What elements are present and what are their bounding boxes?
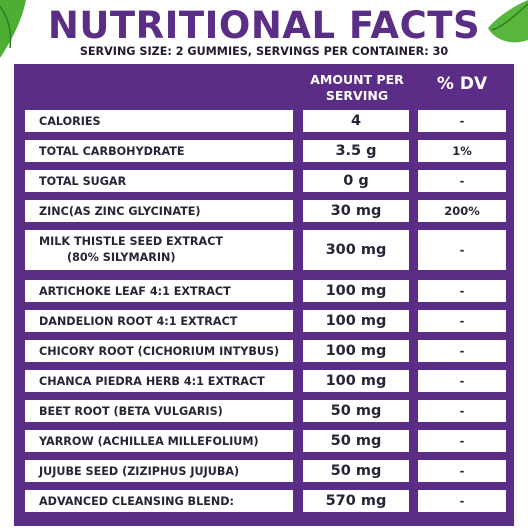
serving-info: SERVING SIZE: 2 GUMMIES, SERVINGS PER CO… bbox=[79, 45, 449, 58]
table-row: TOTAL SUGAR 0 g- bbox=[14, 170, 514, 192]
amount-per-serving: 100 mg bbox=[303, 340, 409, 362]
amount-per-serving: 50 mg bbox=[303, 460, 409, 482]
daily-value: - bbox=[418, 460, 506, 482]
daily-value-header: % DV bbox=[436, 74, 488, 94]
table-row: CALORIES 4- bbox=[14, 110, 514, 132]
amount-per-serving: 570 mg bbox=[303, 490, 409, 512]
amount-header-line-2: SERVING bbox=[325, 88, 389, 103]
table-row: CHICORY ROOT (CICHORIUM INTYBUS) 100 mg - bbox=[14, 340, 514, 362]
daily-value: - bbox=[418, 340, 506, 362]
amount-per-serving: 100 mg bbox=[303, 370, 409, 392]
table-row: ARTICHOKE LEAF 4:1 EXTRACT 100 mg - bbox=[14, 280, 514, 302]
nutrient-name: YARROW (ACHILLEA MILLEFOLIUM) bbox=[25, 430, 293, 452]
daily-value: 1% bbox=[418, 140, 506, 162]
nutrient-name: ADVANCED CLEANSING BLEND: bbox=[25, 490, 293, 512]
amount-per-serving: 300 mg bbox=[303, 230, 409, 270]
amount-per-serving: 50 mg bbox=[303, 430, 409, 452]
nutrient-name: CHICORY ROOT (CICHORIUM INTYBUS) bbox=[25, 340, 293, 362]
daily-value: - bbox=[418, 170, 506, 192]
daily-value: - bbox=[418, 110, 506, 132]
daily-value: - bbox=[418, 430, 506, 452]
daily-value: - bbox=[418, 230, 506, 270]
daily-value: - bbox=[418, 400, 506, 422]
table-row: TOTAL CARBOHYDRATE 3.5 g 1% bbox=[14, 140, 514, 162]
leaf-decoration-left bbox=[0, 0, 26, 58]
nutrient-name: JUJUBE SEED (ZIZIPHUS JUJUBA) bbox=[25, 460, 293, 482]
table-row: ZINC(AS ZINC GLYCINATE) 30 mg 200% bbox=[14, 200, 514, 222]
page-title: NUTRITIONAL FACTS bbox=[47, 4, 481, 47]
nutrient-name: BEET ROOT (BETA VULGARIS) bbox=[25, 400, 293, 422]
nutrient-name: CALORIES bbox=[25, 110, 293, 132]
nutrient-name: TOTAL CARBOHYDRATE bbox=[25, 140, 293, 162]
table-row: DANDELION ROOT 4:1 EXTRACT 100 mg - bbox=[14, 310, 514, 332]
amount-per-serving: 3.5 g bbox=[303, 140, 409, 162]
leaf-decoration-right bbox=[488, 0, 528, 43]
nutrient-name: CHANCA PIEDRA HERB 4:1 EXTRACT bbox=[25, 370, 293, 392]
daily-value: - bbox=[418, 310, 506, 332]
amount-per-serving: 4 bbox=[303, 110, 409, 132]
table-row: BEET ROOT (BETA VULGARIS) 50 mg - bbox=[14, 400, 514, 422]
daily-value: - bbox=[418, 370, 506, 392]
facts-table: AMOUNT PER SERVING % DV CALORIES 4- TOTAL … bbox=[14, 64, 514, 526]
amount-per-serving: 30 mg bbox=[303, 200, 409, 222]
nutrient-name-line-2: (80% SILYMARIN) bbox=[67, 251, 176, 264]
daily-value: 200% bbox=[418, 200, 506, 222]
table-row: CHANCA PIEDRA HERB 4:1 EXTRACT 100 mg - bbox=[14, 370, 514, 392]
nutrient-name: ZINC(AS ZINC GLYCINATE) bbox=[25, 200, 293, 222]
nutrient-name: MILK THISTLE SEED EXTRACT (80% SILYMARIN) bbox=[25, 230, 293, 270]
nutrient-name: ARTICHOKE LEAF 4:1 EXTRACT bbox=[25, 280, 293, 302]
amount-per-serving: 100 mg bbox=[303, 280, 409, 302]
nutrient-name-line-1: MILK THISTLE SEED EXTRACT bbox=[39, 235, 224, 248]
amount-header-line-1: AMOUNT PER bbox=[310, 72, 404, 87]
table-row: ADVANCED CLEANSING BLEND: 570 mg - bbox=[14, 490, 514, 512]
nutrient-name: TOTAL SUGAR bbox=[25, 170, 293, 192]
table-row: JUJUBE SEED (ZIZIPHUS JUJUBA) 50 mg - bbox=[14, 460, 514, 482]
table-row: YARROW (ACHILLEA MILLEFOLIUM) 50 mg - bbox=[14, 430, 514, 452]
amount-per-serving-header: AMOUNT PER SERVING bbox=[305, 72, 409, 108]
daily-value: - bbox=[418, 490, 506, 512]
amount-per-serving: 0 g bbox=[303, 170, 409, 192]
daily-value: - bbox=[418, 280, 506, 302]
table-row: MILK THISTLE SEED EXTRACT (80% SILYMARIN)… bbox=[14, 230, 514, 270]
amount-per-serving: 50 mg bbox=[303, 400, 409, 422]
amount-per-serving: 100 mg bbox=[303, 310, 409, 332]
nutrient-name: DANDELION ROOT 4:1 EXTRACT bbox=[25, 310, 293, 332]
